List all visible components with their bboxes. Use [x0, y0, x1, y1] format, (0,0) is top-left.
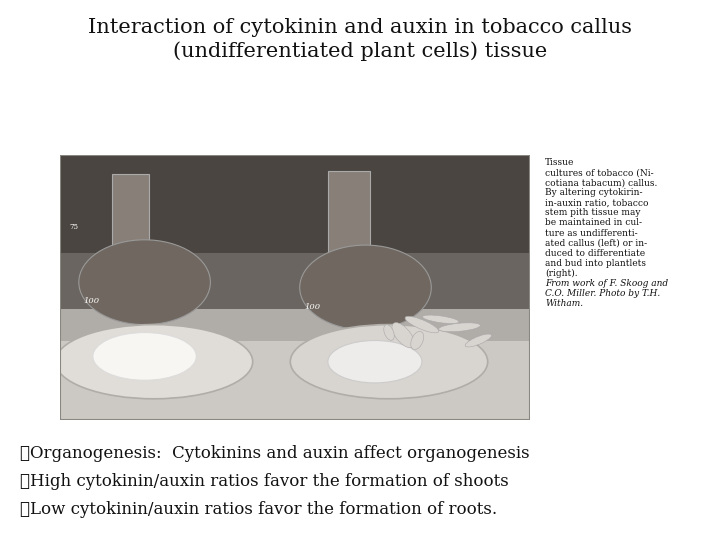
Text: stem pith tissue may: stem pith tissue may [545, 208, 641, 218]
Bar [328, 171, 370, 282]
Text: Tissue: Tissue [545, 158, 575, 167]
Text: in-auxin ratio, tobacco: in-auxin ratio, tobacco [545, 198, 649, 207]
Text: ture as undifferenti-: ture as undifferenti- [545, 228, 638, 238]
Text: C.O. Miller. Photo by T.H.: C.O. Miller. Photo by T.H. [545, 289, 660, 298]
Text: ated callus (left) or in-: ated callus (left) or in- [545, 239, 647, 248]
Text: duced to differentiate: duced to differentiate [545, 249, 645, 258]
Ellipse shape [423, 315, 459, 323]
Ellipse shape [384, 325, 395, 340]
Ellipse shape [405, 316, 438, 333]
Text: 100: 100 [305, 303, 320, 310]
Text: 100: 100 [84, 298, 99, 306]
Ellipse shape [55, 325, 253, 399]
Ellipse shape [93, 333, 197, 380]
Bar [112, 173, 149, 274]
Ellipse shape [392, 322, 414, 348]
Text: From work of F. Skoog and: From work of F. Skoog and [545, 279, 668, 288]
Bar [60, 253, 530, 319]
Text: By altering cytokirin-: By altering cytokirin- [545, 188, 642, 197]
Text: Witham.: Witham. [545, 299, 583, 308]
Text: ✓Organogenesis:  Cytokinins and auxin affect organogenesis: ✓Organogenesis: Cytokinins and auxin aff… [20, 445, 530, 462]
Text: (right).: (right). [545, 269, 577, 278]
Ellipse shape [438, 323, 480, 332]
Bar [60, 309, 530, 420]
Ellipse shape [300, 245, 431, 330]
Ellipse shape [410, 332, 423, 350]
Text: Interaction of cytokinin and auxin in tobacco callus
(undifferentiated plant cel: Interaction of cytokinin and auxin in to… [88, 18, 632, 60]
Bar [60, 341, 530, 420]
Text: ✓Low cytokinin/auxin ratios favor the formation of roots.: ✓Low cytokinin/auxin ratios favor the fo… [20, 501, 497, 518]
Bar [60, 155, 530, 274]
Ellipse shape [328, 341, 422, 383]
Ellipse shape [290, 325, 487, 399]
Text: ✓High cytokinin/auxin ratios favor the formation of shoots: ✓High cytokinin/auxin ratios favor the f… [20, 473, 509, 490]
Ellipse shape [78, 240, 210, 325]
Text: 75: 75 [69, 223, 78, 231]
Text: cotiana tabacum) callus.: cotiana tabacum) callus. [545, 178, 657, 187]
Text: cultures of tobacco (Ni-: cultures of tobacco (Ni- [545, 168, 654, 177]
Text: be maintained in cul-: be maintained in cul- [545, 219, 642, 227]
Text: and bud into plantlets: and bud into plantlets [545, 259, 646, 268]
Ellipse shape [465, 334, 492, 347]
